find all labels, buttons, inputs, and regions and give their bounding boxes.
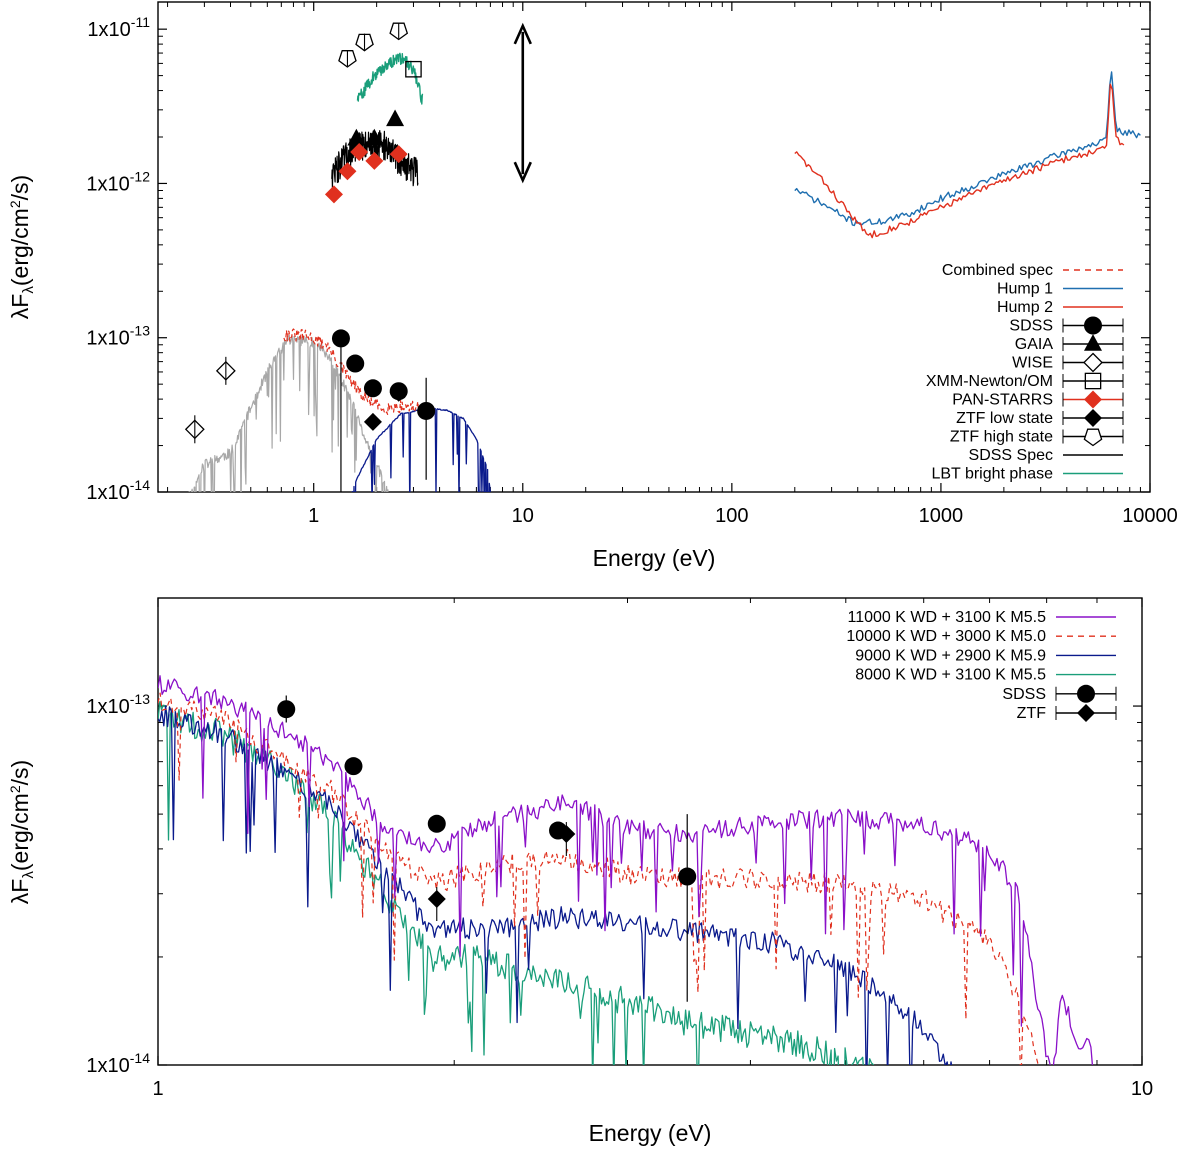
point-sdss — [344, 757, 363, 776]
legend-label: SDSS — [1002, 686, 1046, 703]
point-ztf — [557, 825, 576, 844]
top-curves — [188, 52, 1141, 492]
bottom-plot-frame — [157, 597, 1143, 1066]
point-sdss — [678, 867, 697, 886]
point-pan-starrs — [338, 162, 357, 181]
point-sdss — [277, 700, 296, 719]
point-sdss — [427, 814, 446, 833]
top-y-axis-label: λFλ(erg/cm2/s) — [7, 175, 37, 319]
point-xmm-newton-om — [405, 60, 422, 78]
y-tick-label: 1x10-12 — [86, 168, 150, 195]
top-points — [184, 22, 436, 492]
legend-label: Hump 2 — [997, 299, 1053, 316]
legend-marker — [1083, 352, 1103, 373]
legend-marker — [1084, 334, 1102, 351]
y-tick-label: 1x10-13 — [86, 691, 150, 718]
x-tick-label: 10 — [1131, 1078, 1153, 1100]
top-x-axis-label: Energy (eV) — [593, 545, 716, 571]
y-tick-label: 1x10-13 — [86, 323, 150, 350]
bottom-panel: 1 10 1x10-14 1x10-13 Energy (eV) λFλ(erg/cm… — [7, 597, 1153, 1146]
arrow-head-down — [513, 161, 532, 184]
point-gaia — [347, 128, 366, 146]
bottom-y-axis-label: λFλ(erg/cm2/s) — [7, 760, 37, 904]
point-gaia — [365, 128, 384, 146]
combined-spec-curve — [283, 328, 423, 416]
point-gaia — [386, 109, 405, 127]
legend-label: 11000 K WD + 3100 K M5.5 — [848, 609, 1047, 626]
legend-label: ZTF low state — [956, 410, 1053, 427]
bottom-axes: 1 10 1x10-14 1x10-13 — [86, 597, 1153, 1100]
x-tick-label: 100 — [715, 505, 748, 527]
model-10000k-curve — [158, 692, 1039, 1065]
legend-label: Combined spec — [942, 262, 1053, 279]
model-11000k-curve — [158, 675, 1094, 1065]
legend-label: Hump 1 — [997, 281, 1053, 298]
legend-marker — [1084, 409, 1102, 427]
point-sdss — [346, 354, 365, 373]
m-dwarf-template-curve — [188, 334, 389, 492]
legend-label: ZTF — [1017, 705, 1047, 722]
point-sdss — [363, 379, 382, 398]
legend-marker — [1084, 316, 1102, 335]
legend-label: 8000 K WD + 3100 K M5.5 — [855, 667, 1046, 684]
legend-label: GAIA — [1015, 336, 1054, 353]
legend-label: LBT bright phase — [931, 466, 1053, 483]
hump-1-curve — [794, 71, 1141, 227]
arrow-head-up — [513, 22, 532, 45]
top-plot-frame — [157, 1, 1151, 493]
x-tick-label: 10 — [512, 505, 534, 527]
legend-label: XMM-Newton/OM — [926, 373, 1053, 390]
point-ztf — [427, 890, 446, 909]
legend-marker — [1077, 704, 1095, 722]
y-tick-label: 1x10-11 — [87, 14, 150, 41]
legend-label: 10000 K WD + 3000 K M5.0 — [846, 628, 1046, 645]
y-tick-label: 1x10-14 — [86, 1050, 150, 1077]
legend-label: ZTF high state — [950, 429, 1053, 446]
bottom-points — [277, 695, 697, 1002]
double-arrow — [513, 22, 532, 184]
legend-label: 9000 K WD + 2900 K M5.9 — [855, 647, 1046, 664]
point-sdss — [331, 329, 350, 348]
x-tick-label: 1000 — [919, 505, 964, 527]
top-panel: 1 10 100 1000 10000 1x10-14 1x10-13 1x10-12 1x10… — [7, 1, 1178, 571]
bottom-legend: 11000 K WD + 3100 K M5.5 10000 K WD + 300… — [846, 609, 1117, 722]
lbt-bright-phase-curve — [356, 52, 424, 105]
x-tick-label: 1 — [152, 1078, 163, 1100]
y-tick-label: 1x10-14 — [86, 477, 150, 504]
point-pan-starrs — [350, 142, 369, 161]
point-pan-starrs — [365, 151, 384, 170]
legend-marker — [1077, 684, 1095, 703]
legend-label: WISE — [1012, 355, 1053, 372]
legend-label: SDSS — [1009, 318, 1053, 335]
hump-2-curve — [794, 83, 1125, 239]
legend-label: SDSS Spec — [969, 447, 1053, 464]
x-tick-label: 1 — [308, 505, 319, 527]
legend-label: PAN-STARRS — [952, 392, 1053, 409]
point-pan-starrs — [389, 145, 408, 164]
point-sdss — [417, 401, 436, 420]
x-tick-label: 10000 — [1122, 505, 1178, 527]
model-8000k-curve — [158, 701, 875, 1065]
model-9000k-curve — [158, 705, 953, 1065]
legend-marker — [1084, 372, 1102, 390]
bottom-curves — [158, 675, 1094, 1065]
legend-marker — [1083, 428, 1103, 447]
legend-marker — [1084, 390, 1102, 409]
point-ztf-low-state — [363, 412, 382, 431]
point-pan-starrs — [324, 185, 343, 204]
white-dwarf-model-curve — [351, 407, 491, 492]
point-ztf-low-state — [389, 383, 408, 402]
bottom-x-axis-label: Energy (eV) — [589, 1120, 712, 1146]
